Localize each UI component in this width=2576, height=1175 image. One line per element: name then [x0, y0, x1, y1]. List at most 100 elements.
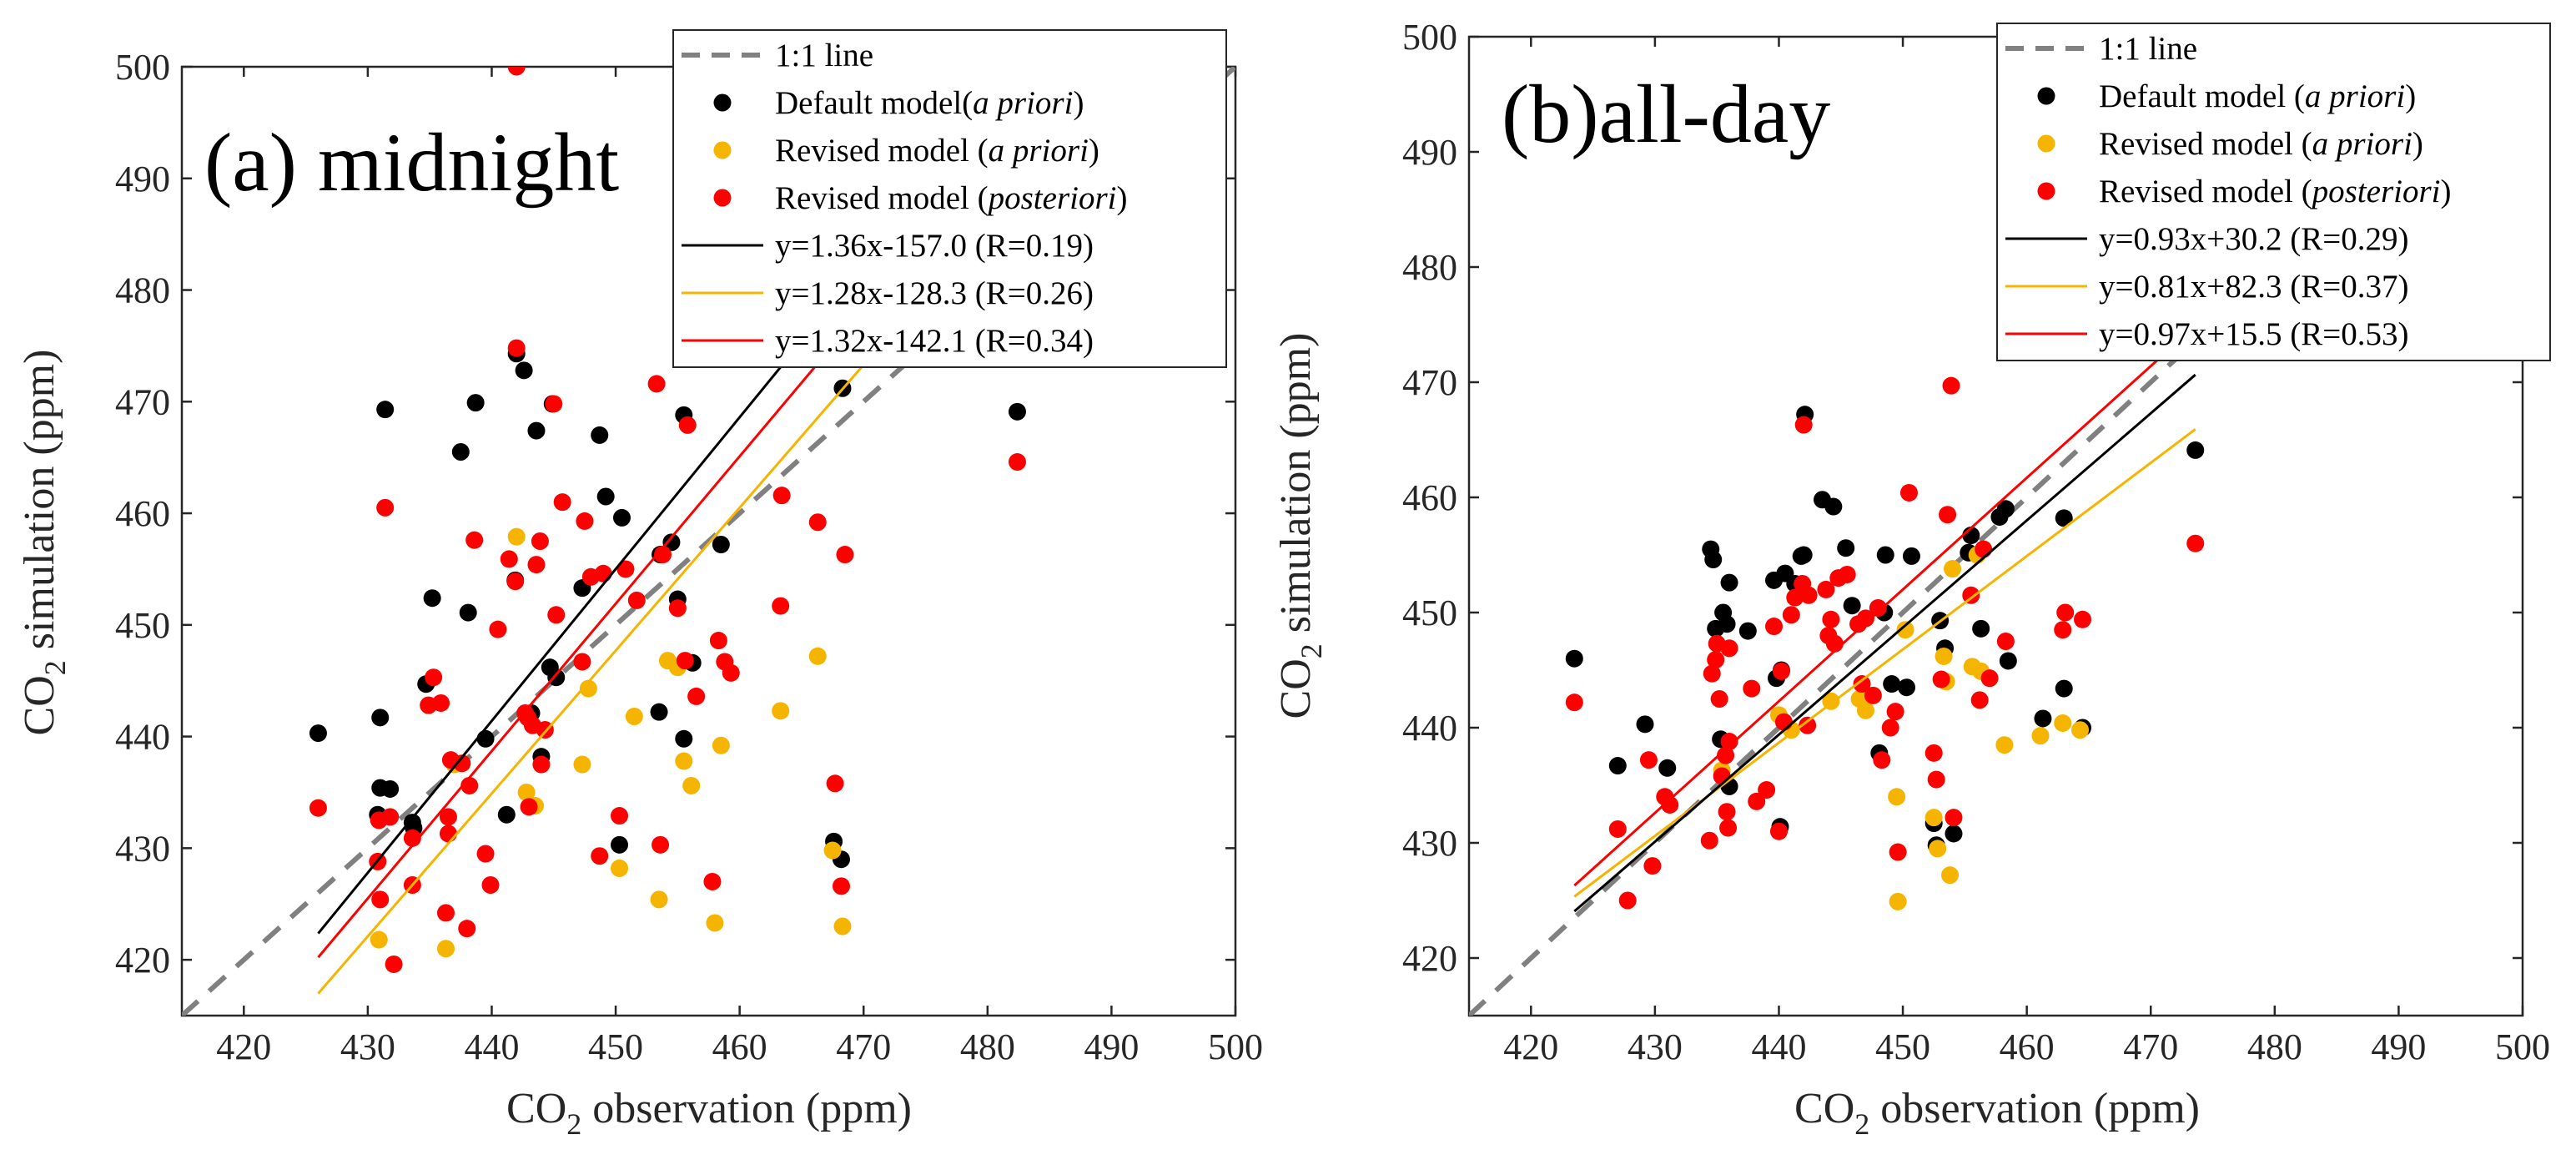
point-default	[1718, 615, 1736, 633]
legend-label-fit_prior: y=1.28x-128.3 (R=0.26)	[775, 275, 1094, 311]
point-revised_post	[1565, 693, 1583, 712]
legend-label-revised_prior: Revised model (a priori)	[2099, 126, 2423, 162]
point-revised_post	[1618, 891, 1637, 910]
point-revised_post	[1881, 719, 1899, 737]
y-tick-label: 490	[1402, 132, 1457, 173]
point-revised_post	[1853, 675, 1871, 693]
point-default	[2055, 679, 2073, 698]
legend-label-part: )	[2440, 174, 2451, 209]
x-tick-label: 420	[1503, 1026, 1558, 1067]
point-default	[1996, 500, 2015, 518]
point-revised_post	[722, 663, 740, 682]
panel-title: (a) midnight	[204, 116, 619, 209]
point-revised_post	[594, 564, 612, 582]
point-default	[423, 589, 441, 608]
point-revised_post	[1008, 453, 1026, 472]
one-to-one-line	[1469, 37, 2523, 1016]
point-default	[1720, 573, 1738, 592]
point-default	[1738, 622, 1757, 640]
point-revised_post	[1975, 540, 1993, 558]
point-default	[466, 394, 485, 412]
point-revised_post	[1942, 376, 1960, 395]
x-tick-label: 440	[1751, 1026, 1806, 1067]
point-revised_post	[453, 754, 471, 773]
legend-label-fit_post: y=0.97x+15.5 (R=0.53)	[2099, 316, 2408, 352]
point-revised_post	[647, 375, 666, 393]
x-tick-label: 460	[712, 1026, 767, 1067]
y-tick-label: 500	[115, 47, 170, 88]
legend-one-to-one-label: 1:1 line	[775, 38, 873, 73]
y-tick-label: 480	[1402, 247, 1457, 288]
legend-marker-revised_prior	[2037, 134, 2055, 153]
point-default	[515, 361, 533, 380]
legend-marker-default	[713, 93, 732, 112]
point-revised_prior	[823, 841, 842, 860]
point-revised_post	[808, 513, 827, 532]
point-revised_prior	[2054, 714, 2072, 732]
fit-line-default	[317, 67, 1028, 935]
point-revised_post	[1748, 792, 1766, 810]
point-revised_post	[1786, 588, 1804, 607]
point-default	[612, 508, 631, 527]
legend-label-revised_prior: Revised model (a priori)	[775, 133, 1099, 169]
point-revised_post	[611, 807, 629, 825]
point-revised_post	[1924, 744, 1943, 762]
point-default	[309, 724, 327, 743]
point-revised_post	[531, 532, 549, 550]
x-axis-label-main: CO	[1794, 1085, 1854, 1132]
point-revised_post	[381, 808, 400, 826]
point-revised_post	[1720, 733, 1738, 751]
point-revised_prior	[1943, 560, 1961, 578]
y-tick-label: 440	[1402, 708, 1457, 749]
axes-frame	[1467, 35, 2524, 1017]
point-revised_post	[371, 890, 390, 909]
point-default	[1636, 715, 1654, 734]
point-revised_post	[1873, 751, 1891, 769]
point-default	[1945, 825, 1963, 843]
point-revised_prior	[808, 647, 827, 665]
point-default	[1008, 402, 1026, 421]
legend-label-part: )	[2405, 78, 2416, 114]
legend-label-part: Default model(	[775, 85, 973, 121]
point-revised_prior	[833, 917, 852, 935]
point-default	[381, 779, 400, 798]
point-revised_post	[1838, 565, 1856, 583]
point-revised_post	[826, 774, 844, 793]
x-axis-label: CO2 observation (ppm)	[506, 1085, 912, 1141]
point-default	[596, 487, 615, 506]
point-revised_post	[1932, 670, 1950, 688]
point-revised_post	[1886, 703, 1904, 721]
x-tick-label: 490	[1084, 1026, 1139, 1067]
point-revised_post	[1996, 633, 2015, 650]
point-revised_post	[1817, 580, 1835, 598]
x-tick-label: 450	[1875, 1026, 1930, 1067]
point-revised_post	[1869, 598, 1887, 617]
legend-label-italic: a priori	[989, 133, 1089, 169]
point-revised_post	[2074, 610, 2092, 628]
point-revised_prior	[712, 736, 730, 754]
y-tick-label: 420	[115, 940, 170, 981]
point-default	[1704, 551, 1723, 569]
y-tick-label: 450	[115, 605, 170, 646]
legend-box	[672, 29, 1227, 368]
point-default	[1843, 597, 1861, 615]
point-revised_post	[1769, 822, 1788, 840]
panel-a-midnight: 420 430 440 450 460 470 480 490 500 420 430 440 450 4…	[16, 29, 1263, 1141]
point-revised_post	[576, 512, 594, 530]
legend-label-fit_prior: y=0.81x+82.3 (R=0.37)	[2099, 269, 2408, 305]
y-axis-label-main: CO	[16, 675, 63, 735]
x-tick-label: 450	[588, 1026, 643, 1067]
y-axis-label-rest: simulation (ppm)	[1272, 333, 1320, 644]
point-revised_post	[1758, 781, 1776, 799]
point-default	[591, 426, 609, 444]
point-revised_post	[425, 668, 443, 687]
point-revised_post	[1707, 651, 1725, 669]
point-revised_post	[481, 875, 500, 894]
point-revised_prior	[650, 890, 668, 909]
legend-label-italic: a priori	[2312, 126, 2412, 162]
point-default	[662, 533, 681, 552]
y-axis-label-sub: 2	[1295, 643, 1328, 658]
point-default	[1902, 547, 1920, 565]
panel-title: (b)all-day	[1502, 68, 1830, 160]
